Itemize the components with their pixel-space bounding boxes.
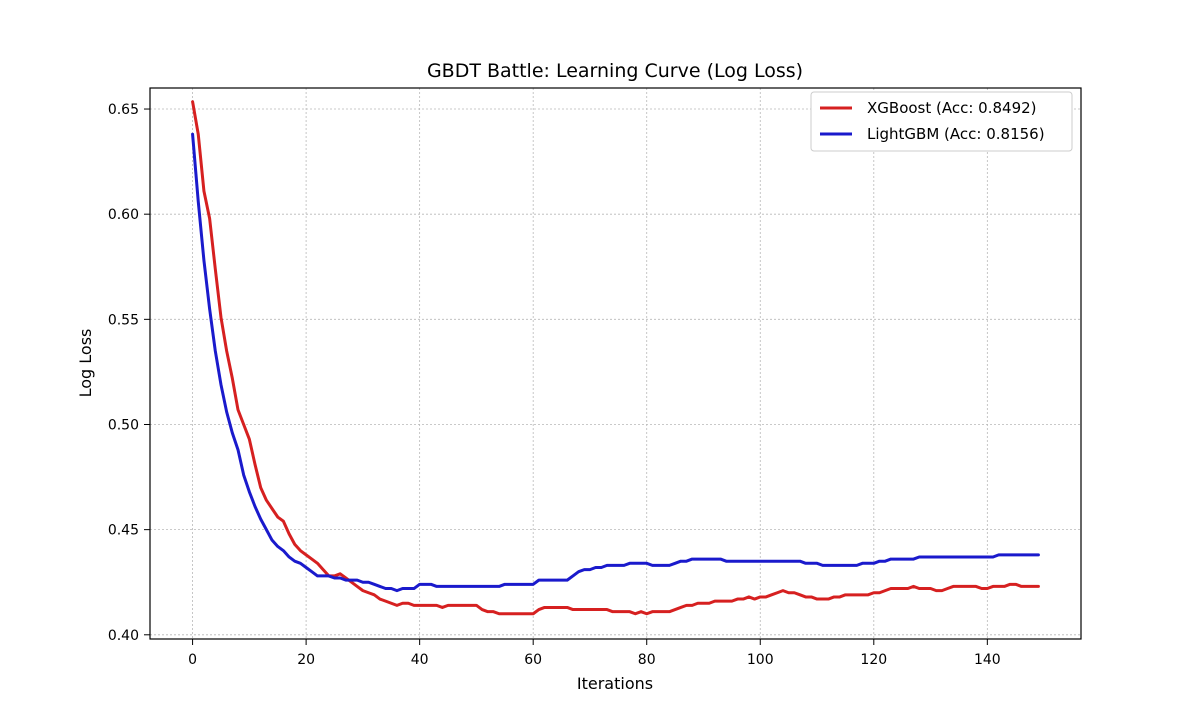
- x-tick-label: 40: [411, 652, 429, 668]
- y-axis: 0.40 0.45 0.50 0.55 0.60 0.65: [108, 102, 150, 644]
- x-tick-label: 0: [188, 652, 197, 668]
- x-tick-label: 100: [747, 652, 774, 668]
- x-axis: 0 20 40 60 80 100 120 140: [188, 639, 1001, 668]
- legend: XGBoost (Acc: 0.8492) LightGBM (Acc: 0.8…: [810, 91, 1073, 152]
- y-tick-label: 0.65: [108, 102, 139, 118]
- x-tick-label: 80: [638, 652, 656, 668]
- legend-label-xgboost: XGBoost (Acc: 0.8492): [867, 99, 1037, 117]
- y-tick-label: 0.60: [108, 207, 139, 223]
- x-tick-label: 20: [297, 652, 315, 668]
- y-tick-label: 0.45: [108, 523, 139, 539]
- series-layer: [191, 100, 1040, 616]
- x-tick-label: 60: [524, 652, 542, 668]
- y-tick-label: 0.55: [108, 312, 139, 328]
- x-tick-label: 140: [974, 652, 1001, 668]
- y-tick-label: 0.50: [108, 417, 139, 433]
- series-line-xgboost: [191, 100, 1040, 616]
- grid: [150, 88, 1081, 639]
- series-line-lightgbm: [191, 132, 1040, 593]
- x-axis-label: Iterations: [577, 674, 653, 693]
- y-axis-label: Log Loss: [76, 329, 95, 398]
- plot-frame: [149, 87, 1082, 640]
- x-tick-label: 120: [860, 652, 887, 668]
- legend-box: [810, 91, 1073, 152]
- legend-label-lightgbm: LightGBM (Acc: 0.8156): [867, 125, 1045, 143]
- y-tick-label: 0.40: [108, 628, 139, 644]
- chart-title: GBDT Battle: Learning Curve (Log Loss): [427, 60, 803, 82]
